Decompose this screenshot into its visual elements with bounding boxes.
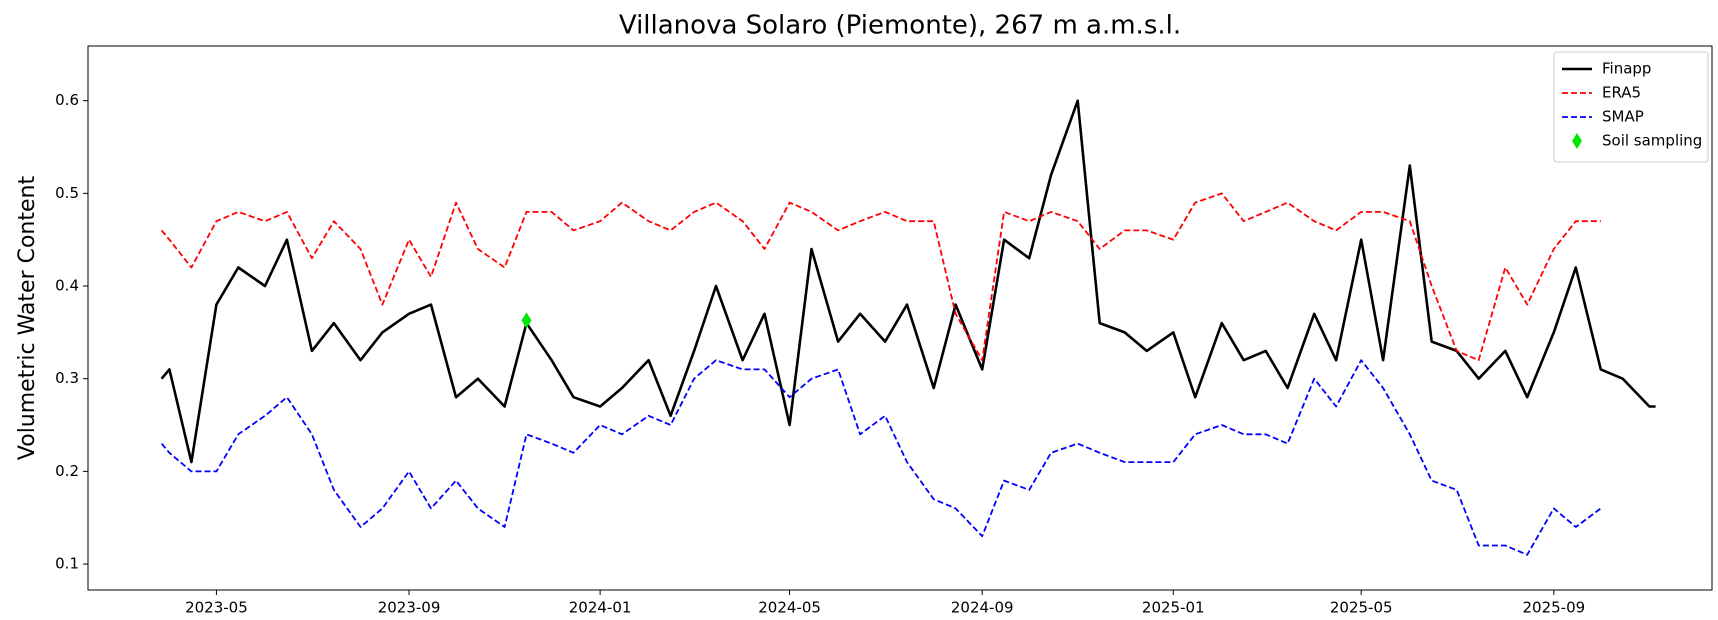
- legend-label: Soil sampling: [1602, 132, 1702, 150]
- y-tick-label: 0.5: [55, 184, 79, 202]
- series-line: [160, 99, 1656, 464]
- legend-label: Finapp: [1602, 60, 1651, 78]
- legend-swatch: [1572, 133, 1582, 149]
- y-tick-label: 0.1: [55, 555, 79, 573]
- x-tick-label: 2023-05: [185, 599, 248, 617]
- legend-label: SMAP: [1602, 108, 1644, 126]
- sampling-marker: [521, 312, 532, 329]
- x-tick-label: 2024-09: [951, 599, 1014, 617]
- legend-box: [1553, 51, 1709, 163]
- y-tick-label: 0.3: [55, 369, 79, 387]
- legend-label: ERA5: [1602, 84, 1641, 102]
- series-line: [160, 359, 1602, 556]
- y-tick-label: 0.2: [55, 462, 79, 480]
- y-tick-label: 0.6: [55, 91, 79, 109]
- y-axis-label: Volumetric Water Content: [15, 176, 40, 461]
- x-tick-label: 2023-09: [378, 599, 441, 617]
- x-tick-label: 2025-09: [1522, 599, 1585, 617]
- chart-title: Villanova Solaro (Piemonte), 267 m a.m.s…: [619, 11, 1181, 41]
- x-tick-label: 2024-01: [569, 599, 632, 617]
- plot-frame: [87, 45, 1713, 591]
- x-tick-label: 2025-05: [1330, 599, 1393, 617]
- series-line: [160, 192, 1601, 362]
- x-tick-label: 2025-01: [1142, 599, 1205, 617]
- x-tick-label: 2024-05: [758, 599, 821, 617]
- y-tick-label: 0.4: [55, 277, 79, 295]
